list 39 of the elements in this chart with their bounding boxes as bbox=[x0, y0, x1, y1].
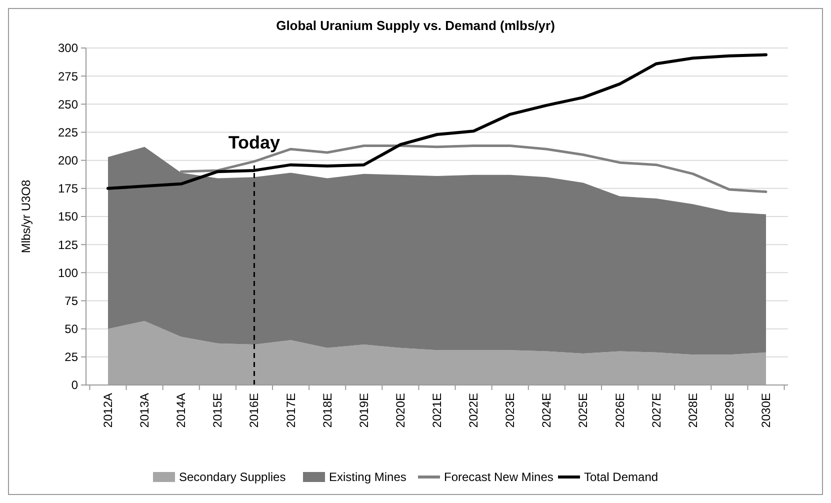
y-tick-label: 200 bbox=[58, 154, 78, 168]
x-tick-label: 2026E bbox=[612, 393, 627, 428]
y-tick-label: 150 bbox=[58, 210, 78, 224]
y-tick-label: 175 bbox=[58, 182, 78, 196]
legend-label: Secondary Supplies bbox=[179, 470, 286, 484]
x-tick-label: 2015E bbox=[210, 393, 225, 428]
y-axis-title: Mlbs/yr U3O8 bbox=[19, 180, 33, 254]
y-tick-label: 75 bbox=[64, 294, 78, 308]
x-tick-label: 2016E bbox=[247, 393, 262, 428]
y-tick-label: 275 bbox=[58, 69, 78, 84]
x-tick-label: 2014A bbox=[174, 393, 188, 428]
legend-label: Existing Mines bbox=[329, 470, 406, 484]
legend-label: Total Demand bbox=[584, 470, 658, 484]
x-tick-label: 2025E bbox=[576, 393, 590, 428]
y-tick-label: 100 bbox=[58, 266, 78, 280]
y-tick-label: 300 bbox=[58, 41, 78, 56]
x-tick-label: 2022E bbox=[466, 393, 481, 428]
chart-title: Global Uranium Supply vs. Demand (mlbs/yr) bbox=[276, 18, 555, 33]
x-tick-label: 2018E bbox=[320, 393, 334, 428]
x-tick-label: 2028E bbox=[686, 393, 700, 428]
y-tick-label: 125 bbox=[58, 238, 78, 252]
y-tick-label: 50 bbox=[64, 322, 78, 336]
y-tick-label: 0 bbox=[71, 378, 78, 392]
x-tick-label: 2024E bbox=[540, 393, 554, 428]
y-tick-label: 25 bbox=[64, 350, 78, 364]
x-tick-label: 2029E bbox=[722, 393, 736, 428]
legend-label: Forecast New Mines bbox=[444, 470, 554, 484]
y-tick-label: 225 bbox=[58, 125, 78, 140]
x-tick-label: 2020E bbox=[393, 393, 408, 428]
x-tick-label: 2030E bbox=[759, 393, 773, 428]
x-tick-label: 2027E bbox=[649, 393, 664, 428]
x-tick-label: 2017E bbox=[284, 393, 298, 428]
x-tick-label: 2019E bbox=[356, 393, 371, 428]
y-tick-label: 250 bbox=[58, 97, 78, 112]
x-tick-label: 2021E bbox=[430, 393, 444, 428]
x-tick-label: 2013A bbox=[138, 393, 152, 428]
x-tick-label: 2023E bbox=[503, 393, 518, 428]
x-tick-label: 2012A bbox=[101, 393, 115, 428]
ref-line-label: Today bbox=[228, 132, 280, 152]
